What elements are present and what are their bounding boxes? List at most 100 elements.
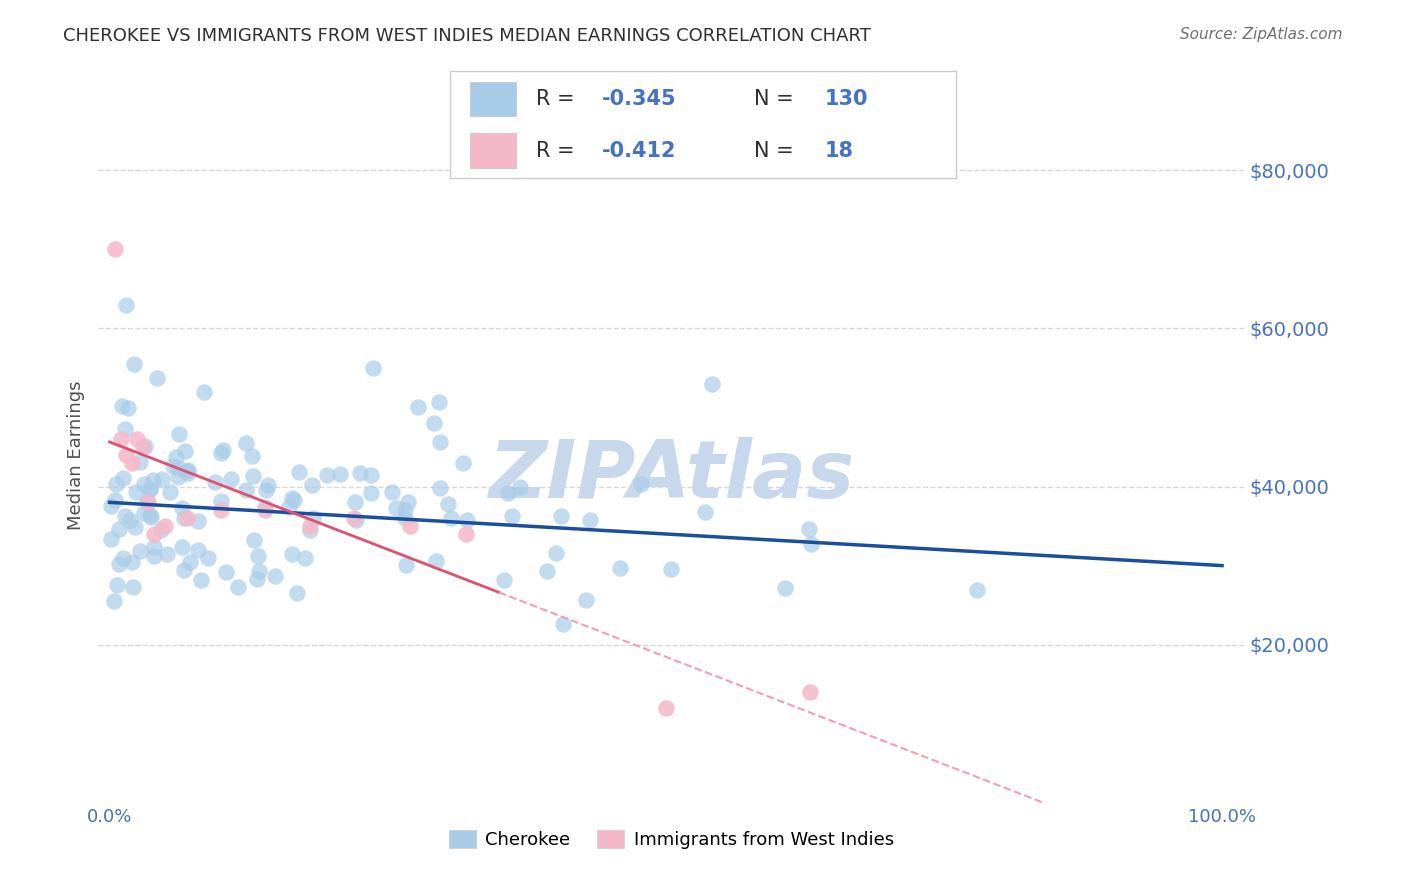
Point bbox=[153, 519, 176, 533]
Point bbox=[167, 470, 190, 484]
Y-axis label: Median Earnings: Median Earnings bbox=[66, 380, 84, 530]
Point bbox=[454, 527, 477, 541]
Point bbox=[385, 500, 408, 515]
Point bbox=[193, 384, 215, 399]
Point bbox=[693, 505, 716, 519]
Point bbox=[240, 450, 263, 464]
Point bbox=[773, 581, 796, 595]
Point bbox=[143, 549, 166, 563]
Point bbox=[139, 483, 162, 497]
Point bbox=[104, 492, 127, 507]
Point bbox=[226, 581, 249, 595]
Text: ZIPAtlas: ZIPAtlas bbox=[488, 437, 855, 515]
Point bbox=[132, 440, 155, 454]
Point bbox=[395, 558, 418, 572]
Point bbox=[344, 513, 367, 527]
Point bbox=[329, 467, 352, 481]
Point bbox=[396, 494, 419, 508]
Point bbox=[394, 503, 416, 517]
Point bbox=[167, 427, 190, 442]
Point bbox=[394, 511, 416, 525]
Point bbox=[301, 510, 323, 524]
Point bbox=[551, 617, 574, 632]
Point bbox=[128, 543, 150, 558]
Point bbox=[173, 511, 195, 525]
Point bbox=[122, 357, 145, 371]
Point bbox=[100, 532, 122, 546]
Point bbox=[190, 573, 212, 587]
Point bbox=[174, 444, 197, 458]
Point bbox=[630, 476, 652, 491]
Point bbox=[209, 446, 232, 460]
Legend: Cherokee, Immigrants from West Indies: Cherokee, Immigrants from West Indies bbox=[441, 822, 901, 856]
Point bbox=[132, 506, 155, 520]
Point bbox=[172, 501, 194, 516]
Point bbox=[235, 436, 257, 450]
Point bbox=[800, 536, 823, 550]
Point bbox=[173, 563, 195, 577]
Point bbox=[298, 519, 321, 533]
Point bbox=[209, 493, 232, 508]
Point bbox=[546, 546, 568, 560]
Text: -0.345: -0.345 bbox=[602, 89, 676, 109]
Point bbox=[179, 555, 201, 569]
Point bbox=[294, 550, 316, 565]
Point bbox=[132, 476, 155, 491]
Point bbox=[134, 439, 156, 453]
Point bbox=[797, 522, 820, 536]
Point bbox=[211, 443, 233, 458]
Point bbox=[127, 432, 149, 446]
Point bbox=[285, 585, 308, 599]
Point bbox=[110, 399, 132, 413]
Text: -0.412: -0.412 bbox=[602, 141, 676, 161]
Point bbox=[215, 566, 238, 580]
Text: CHEROKEE VS IMMIGRANTS FROM WEST INDIES MEDIAN EARNINGS CORRELATION CHART: CHEROKEE VS IMMIGRANTS FROM WEST INDIES … bbox=[63, 27, 872, 45]
Point bbox=[104, 477, 127, 491]
Text: Source: ZipAtlas.com: Source: ZipAtlas.com bbox=[1180, 27, 1343, 42]
Point bbox=[124, 520, 146, 534]
Point bbox=[399, 519, 422, 533]
Point bbox=[437, 497, 460, 511]
Point bbox=[177, 466, 200, 480]
Point bbox=[579, 513, 602, 527]
Point bbox=[281, 491, 304, 505]
Point bbox=[156, 547, 179, 561]
Point bbox=[129, 455, 152, 469]
Point bbox=[246, 549, 269, 564]
Point bbox=[288, 466, 311, 480]
Point bbox=[440, 511, 463, 525]
Point bbox=[344, 495, 367, 509]
Point bbox=[143, 527, 166, 541]
Point bbox=[187, 542, 209, 557]
Point bbox=[150, 523, 173, 537]
Point bbox=[536, 564, 558, 578]
Point bbox=[121, 456, 143, 470]
Point bbox=[456, 513, 478, 527]
Point bbox=[254, 503, 277, 517]
Point bbox=[204, 475, 226, 489]
Point bbox=[349, 466, 371, 480]
Text: 130: 130 bbox=[824, 89, 868, 109]
Point bbox=[702, 376, 724, 391]
Point bbox=[496, 486, 519, 500]
Point bbox=[124, 485, 146, 500]
Point bbox=[114, 298, 136, 312]
Point bbox=[299, 523, 322, 537]
Point bbox=[150, 472, 173, 486]
Point bbox=[254, 483, 277, 497]
Point bbox=[117, 401, 139, 415]
Point bbox=[114, 508, 136, 523]
Point bbox=[242, 468, 264, 483]
Point bbox=[799, 685, 821, 699]
Point bbox=[121, 555, 143, 569]
Point bbox=[120, 513, 142, 527]
Point bbox=[138, 508, 160, 522]
Point bbox=[139, 509, 162, 524]
Point bbox=[245, 572, 267, 586]
Point bbox=[609, 561, 631, 575]
Point bbox=[243, 533, 266, 547]
Point bbox=[111, 550, 134, 565]
Point bbox=[197, 551, 219, 566]
Point bbox=[104, 243, 127, 257]
Point bbox=[162, 458, 184, 473]
